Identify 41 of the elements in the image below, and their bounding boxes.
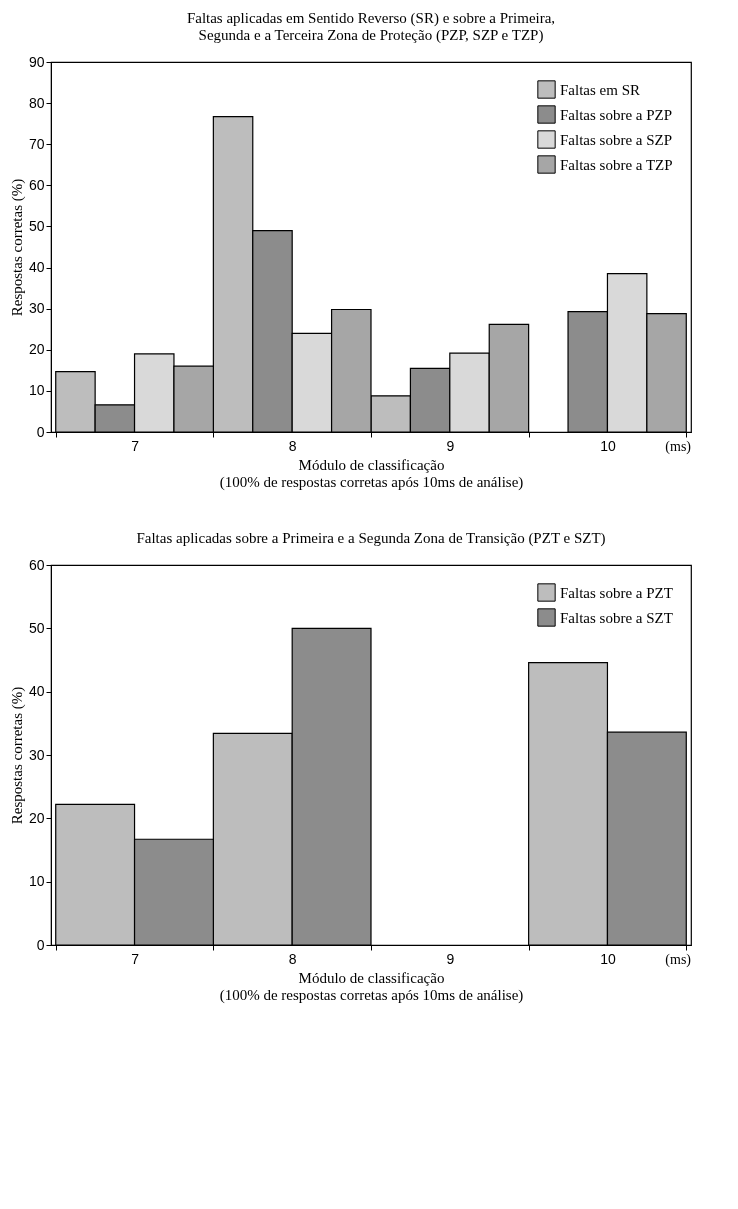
text: (100% de respostas corretas após 10ms de análise) xyxy=(219,986,524,1004)
legend-label: Faltas sobre a TZP xyxy=(560,156,673,173)
text: (ms) xyxy=(665,952,692,968)
y-tick-label: 50 xyxy=(28,217,45,234)
x-tick-label: 7 xyxy=(131,437,140,454)
y-tick-label: 10 xyxy=(28,873,45,890)
x-tick-label: 10 xyxy=(600,950,616,967)
y-tick-label: 0 xyxy=(36,936,45,953)
y-tick-label: 20 xyxy=(28,341,45,358)
y-tick-label: 90 xyxy=(28,53,45,70)
x-axis-title: Módulo de classificação xyxy=(298,969,445,986)
y-tick-label: 20 xyxy=(28,809,45,826)
y-axis-title: Respostas corretas (%) xyxy=(8,686,26,825)
y-tick-label: 40 xyxy=(28,683,45,700)
text: (100% de respostas corretas após 10ms de análise) xyxy=(219,473,524,491)
x-tick-label: 8 xyxy=(288,950,297,967)
x-tick-label: 8 xyxy=(288,437,297,454)
chart-title: Faltas aplicadas em Sentido Reverso (SR) e sobre a Primeira, Segunda e a Terceira Zona de Proteção (PZP, SZP e TZP) xyxy=(186,10,556,44)
chart-title: Faltas aplicadas sobre a Primeira e a Segunda Zona de Transição (PZT e SZT) xyxy=(136,530,606,547)
y-tick-label: 0 xyxy=(36,423,45,440)
y-tick-label: 40 xyxy=(28,259,45,276)
x-axis-title: Módulo de classificação xyxy=(298,456,445,473)
y-tick-label: 30 xyxy=(28,746,45,763)
y-tick-label: 60 xyxy=(28,556,45,573)
x-tick-label: 7 xyxy=(131,950,140,967)
legend-label: Faltas sobre a PZT xyxy=(560,584,673,601)
legend-label: Faltas sobre a PZP xyxy=(560,106,673,123)
x-tick-label: 9 xyxy=(446,437,455,454)
legend-label: Faltas em SR xyxy=(560,81,641,98)
x-tick-label: 10 xyxy=(600,437,616,454)
y-axis-title: Respostas corretas (%) xyxy=(8,178,26,317)
y-tick-label: 50 xyxy=(28,619,45,636)
y-tick-label: 60 xyxy=(28,176,45,193)
legend-label: Faltas sobre a SZT xyxy=(560,609,673,626)
y-tick-label: 70 xyxy=(28,135,45,152)
y-tick-label: 10 xyxy=(28,382,45,399)
legend-label: Faltas sobre a SZP xyxy=(560,131,673,148)
y-tick-label: 80 xyxy=(28,94,45,111)
text: (ms) xyxy=(665,439,692,455)
x-tick-label: 9 xyxy=(446,950,455,967)
y-tick-label: 30 xyxy=(28,300,45,317)
